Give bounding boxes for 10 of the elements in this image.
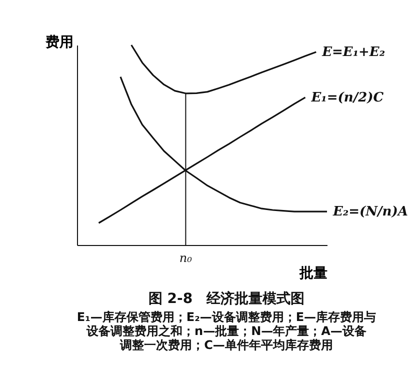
text: n₀: [179, 251, 192, 265]
text: 设备调整费用之和；n—批量；N—年产量；A—设备: [86, 324, 366, 338]
series-label: E₂=(N/n)A: [332, 204, 408, 220]
series-label: E=E₁+E₂: [321, 45, 386, 60]
y-axis-title: 费用: [44, 34, 74, 50]
text: 调整一次费用；C—单件年平均库存费用: [119, 338, 333, 352]
text: E₁—库存保管费用；E₂—设备调整费用；E—库存费用与: [76, 310, 376, 324]
text: 图 2-8 经济批量模式图: [148, 290, 305, 307]
x-axis-title: 批量: [298, 266, 328, 282]
series-label: E₁=(n/2)C: [310, 90, 384, 106]
